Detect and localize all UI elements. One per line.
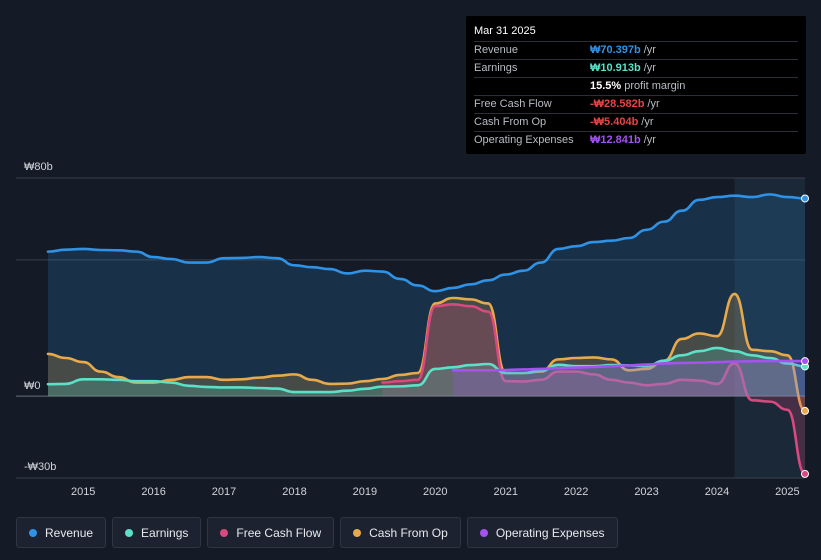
legend-label: Earnings: [141, 525, 189, 540]
tooltip-row-label: Cash From Op: [474, 116, 547, 128]
x-tick-label: 2021: [493, 486, 517, 498]
legend-dot-icon: [125, 528, 134, 537]
x-tick-label: 2025: [775, 486, 799, 498]
tooltip-row: Cash From Op -₩5.404b/yr: [474, 114, 798, 132]
cash-from-op-end-point: [801, 406, 809, 415]
legend-item-cash-from-op[interactable]: Cash From Op: [340, 517, 461, 548]
tooltip-row-value: ₩70.397b: [590, 44, 641, 56]
revenue-line: [46, 193, 807, 293]
tooltip-row-unit: /yr: [643, 44, 656, 56]
tooltip-row: Earnings ₩10.913b/yr: [474, 60, 798, 78]
tooltip-row-label: [474, 78, 590, 95]
tooltip-row-label: Earnings: [474, 62, 518, 74]
x-tick-label: 2019: [353, 486, 377, 498]
legend-dot-icon: [479, 528, 488, 537]
y-tick-label-zero: ₩0: [24, 380, 41, 392]
x-tick-label: 2016: [141, 486, 165, 498]
legend-dot-icon: [353, 528, 362, 537]
free-cash-flow-line: [381, 302, 807, 476]
revenue-area: [48, 194, 805, 397]
tooltip-row-unit: /yr: [641, 116, 654, 128]
tooltip-row-unit: profit margin: [624, 80, 686, 92]
tooltip-row-label: Revenue: [474, 44, 519, 56]
chart-legend: Revenue Earnings Free Cash Flow Cash From O…: [16, 517, 618, 548]
tooltip-row-value: ₩12.841b: [590, 134, 641, 146]
legend-item-operating-expenses[interactable]: Operating Expenses: [466, 517, 618, 548]
x-tick-label: 2015: [71, 486, 95, 498]
x-tick-label: 2024: [705, 486, 729, 498]
x-tick-label: 2022: [564, 486, 588, 498]
tooltip-row-unit: /yr: [647, 98, 660, 110]
tooltip-row-unit: /yr: [643, 62, 656, 74]
operating-expenses-end-point: [801, 357, 809, 366]
tooltip-row-label: Operating Expenses: [474, 134, 574, 146]
y-tick-label-bottom: -₩30b: [24, 461, 56, 473]
legend-item-free-cash-flow[interactable]: Free Cash Flow: [207, 517, 335, 548]
tooltip-row-label: Free Cash Flow: [474, 98, 552, 110]
legend-label: Revenue: [45, 525, 94, 540]
legend-item-earnings[interactable]: Earnings: [112, 517, 202, 548]
operating-expenses-line: [451, 359, 807, 372]
tooltip-row: Operating Expenses ₩12.841b/yr: [474, 132, 798, 149]
legend-dot-icon: [29, 528, 37, 537]
tooltip-row-value: -₩5.404b: [590, 116, 639, 128]
legend-dot-icon: [220, 528, 229, 537]
x-tick-label: 2023: [634, 486, 658, 498]
earnings-line: [46, 346, 807, 394]
tooltip-row: Revenue ₩70.397b/yr: [474, 42, 798, 60]
legend-label: Free Cash Flow: [236, 525, 322, 540]
legend-label: Cash From Op: [369, 525, 448, 540]
x-tick-label: 2018: [282, 486, 306, 498]
tooltip-row-value: -₩28.582b: [590, 98, 645, 110]
data-tooltip: Mar 31 2025 Revenue ₩70.397b/yr Earnings ₩1…: [466, 16, 806, 154]
tooltip-row-unit: /yr: [643, 134, 656, 146]
tooltip-row: Free Cash Flow -₩28.582b/yr: [474, 96, 798, 114]
tooltip-row-value: 15.5%: [590, 80, 622, 92]
tooltip-row: 15.5% profit margin: [474, 78, 798, 96]
legend-label: Operating Expenses: [495, 525, 605, 540]
x-tick-label: 2017: [212, 486, 236, 498]
tooltip-row-value: ₩10.913b: [590, 62, 641, 74]
legend-item-revenue[interactable]: Revenue: [16, 517, 107, 548]
earnings-area: [48, 347, 805, 397]
free-cash-flow-end-point: [801, 469, 809, 478]
x-tick-label: 2020: [423, 486, 447, 498]
y-tick-label-top: ₩80b: [24, 161, 53, 173]
tooltip-date: Mar 31 2025: [474, 24, 798, 42]
free-cash-flow-area: [382, 304, 805, 474]
revenue-end-point: [801, 194, 809, 203]
